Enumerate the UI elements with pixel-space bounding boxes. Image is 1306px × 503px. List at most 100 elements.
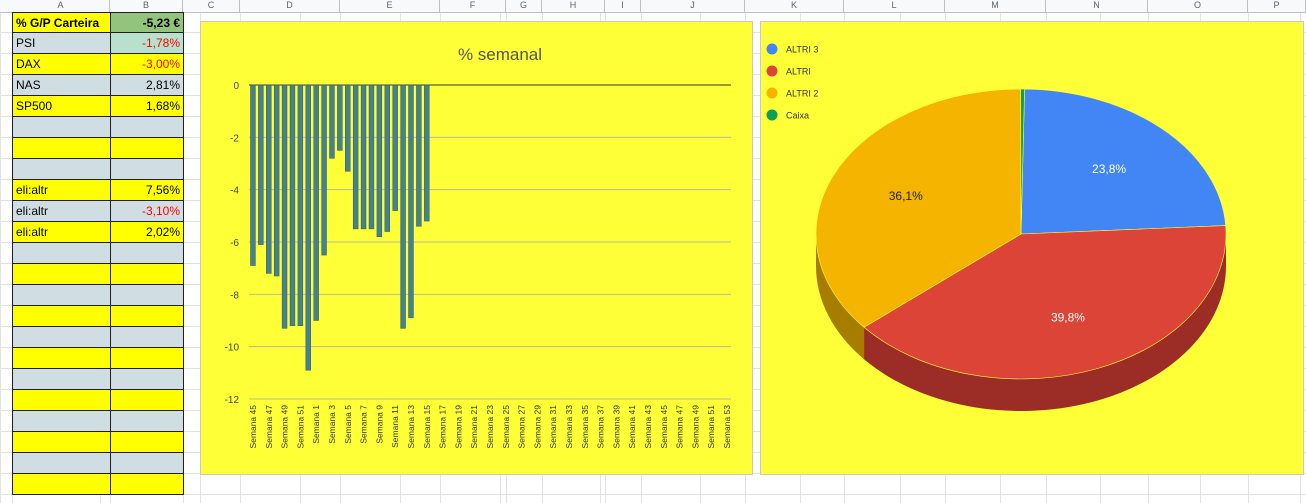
pie-chart-panel[interactable]: ALTRI 3 ALTRI ALTRI 2 Caixa 23,8% 39,8% 36,1% [760,21,1304,475]
cell-value[interactable] [110,159,184,180]
cell-value[interactable]: -5,23 € [110,12,184,33]
bar [329,84,335,159]
cell-value[interactable] [110,390,184,411]
x-tick-label: Semana 17 [438,405,448,449]
column-header-e[interactable]: E [340,0,440,12]
table-row [12,432,184,453]
pie-slice-side [816,234,865,360]
cell-label[interactable] [12,159,111,180]
y-tick-label: -10 [225,343,240,354]
cell-label[interactable]: SP500 [12,96,111,117]
cell-label[interactable] [12,327,111,348]
bar [321,84,327,256]
cell-value[interactable] [110,243,184,264]
column-header-l[interactable]: L [844,0,945,12]
cell-label[interactable] [12,285,111,306]
cell-label[interactable] [12,432,111,453]
table-row: eli:altr 7,56% [12,180,184,201]
column-header-k[interactable]: K [745,0,844,12]
cell-value[interactable] [110,474,184,495]
cell-value[interactable] [110,453,184,474]
cell-label[interactable] [12,411,111,432]
cell-value[interactable] [110,285,184,306]
cell-value[interactable]: -3,00% [110,54,184,75]
cell-label[interactable]: eli:altr [12,201,111,222]
bar [337,84,343,151]
column-header-p[interactable]: P [1248,0,1306,12]
cell-label[interactable] [12,306,111,327]
column-header-f[interactable]: F [440,0,506,12]
cell-label[interactable] [12,117,111,138]
column-header-j[interactable]: J [641,0,745,12]
bar [408,84,414,319]
table-row: SP500 1,68% [12,96,184,117]
pie-chart: ALTRI 3 ALTRI ALTRI 2 Caixa 23,8% 39,8% 36,1% [766,43,1227,411]
cell-label[interactable]: % G/P Carteira [12,12,111,33]
bar [424,84,430,222]
table-row: eli:altr -3,10% [12,201,184,222]
cell-label[interactable]: NAS [12,75,111,96]
y-tick-label: -6 [230,238,239,249]
cell-value[interactable] [110,138,184,159]
column-header-g[interactable]: G [506,0,542,12]
column-header-n[interactable]: N [1046,0,1148,12]
cell-value[interactable] [110,411,184,432]
cell-value[interactable]: -1,78% [110,33,184,54]
cell-value[interactable]: 7,56% [110,180,184,201]
cell-value[interactable] [110,432,184,453]
cell-label[interactable] [12,453,111,474]
cell-value[interactable] [110,264,184,285]
cell-label[interactable]: PSI [12,33,111,54]
x-tick-label: Semana 51 [706,405,716,449]
pie-slice [1020,88,1025,235]
cell-label[interactable] [12,264,111,285]
column-header-i[interactable]: I [605,0,641,12]
x-tick-label: Semana 49 [280,405,290,449]
column-header-c[interactable]: C [183,0,240,12]
cell-label[interactable]: eli:altr [12,180,111,201]
table-row: PSI -1,78% [12,33,184,54]
cell-value[interactable] [110,117,184,138]
x-tick-label: Semana 15 [422,405,432,449]
cell-value[interactable]: 2,02% [110,222,184,243]
x-tick-label: Semana 47 [264,405,274,449]
bar [313,84,319,321]
column-header-d[interactable]: D [240,0,340,12]
cell-label[interactable] [12,390,111,411]
column-header-b[interactable]: B [110,0,183,12]
cell-label[interactable]: eli:altr [12,222,111,243]
pie-slice-side [864,234,1226,411]
bar [281,84,288,329]
cell-label[interactable] [12,348,111,369]
cell-value[interactable] [110,369,184,390]
bar [352,84,359,230]
x-tick-label: Semana 47 [675,405,685,449]
table-row [12,264,184,285]
cell-label[interactable] [12,138,111,159]
cell-value[interactable]: 2,81% [110,75,184,96]
x-tick-label: Semana 7 [359,405,369,444]
cell-value[interactable]: -3,10% [110,201,184,222]
table-row [12,159,184,180]
legend-label: Caixa [786,111,809,121]
y-tick-label: -4 [230,186,239,197]
bar-chart-panel[interactable]: % semanal 0 -2 -4 -6 -8 -10 -12 Semana 45 Semana … [200,21,753,475]
cell-value[interactable] [110,306,184,327]
bar [258,84,264,245]
cell-label[interactable]: DAX [12,54,111,75]
column-header-m[interactable]: M [945,0,1046,12]
cell-value[interactable] [110,348,184,369]
cell-value[interactable]: 1,68% [110,96,184,117]
legend-label: ALTRI 3 [786,45,818,55]
cell-label[interactable] [12,369,111,390]
legend-swatch [766,87,778,99]
cell-label[interactable] [12,243,111,264]
x-tick-label: Semana 43 [643,405,653,449]
column-header-a[interactable]: A [12,0,110,12]
cell-value[interactable] [110,327,184,348]
column-header-h[interactable]: H [542,0,605,12]
bar [384,84,390,232]
cell-label[interactable] [12,474,111,495]
bar [392,84,398,211]
column-header-o[interactable]: O [1148,0,1248,12]
